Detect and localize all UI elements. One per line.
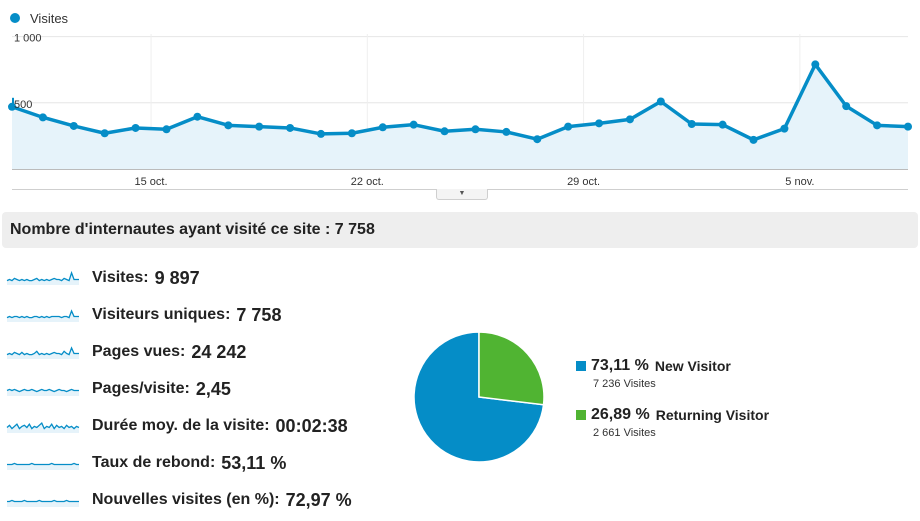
metric-label: Pages vues: xyxy=(92,343,186,360)
legend-percent: 73,11 % xyxy=(591,357,649,374)
summary-bar: Nombre d'internautes ayant visité ce sit… xyxy=(2,212,918,248)
metric-value: 9 897 xyxy=(154,267,200,288)
sparkline xyxy=(7,499,79,507)
data-point[interactable] xyxy=(378,123,387,132)
metric-value: 53,11 % xyxy=(221,452,287,473)
data-point[interactable] xyxy=(286,123,295,132)
chart-legend[interactable]: Visites xyxy=(10,8,68,28)
data-point[interactable] xyxy=(100,129,109,138)
y-tick-marker xyxy=(12,97,14,108)
sparkline xyxy=(6,270,79,285)
data-point[interactable] xyxy=(533,135,542,144)
sparkline xyxy=(6,309,79,322)
metric-value: 24 242 xyxy=(191,341,247,362)
data-point[interactable] xyxy=(687,119,696,128)
sparkline-line xyxy=(7,499,79,503)
metric-value: 72,97 % xyxy=(285,489,352,510)
legend-label: Visites xyxy=(30,10,69,26)
legend-swatch xyxy=(576,410,586,420)
legend-dot xyxy=(10,13,20,23)
x-tick-label: 15 oct. xyxy=(135,176,168,188)
data-point[interactable] xyxy=(440,127,449,136)
legend-percent: 26,89 % xyxy=(591,406,650,423)
metric-row[interactable]: Taux de rebond: 53,11 % xyxy=(6,448,286,478)
pie-slice-returning-visitor[interactable] xyxy=(478,331,545,406)
metric-value: 7 758 xyxy=(236,304,282,325)
data-point[interactable] xyxy=(193,112,202,121)
metric-row[interactable]: Nouvelles visites (en %): 72,97 % xyxy=(6,485,352,515)
x-tick-label: 29 oct. xyxy=(567,176,600,188)
x-tick-label: 5 nov. xyxy=(785,176,814,188)
metric-label: Pages/visite: xyxy=(92,380,190,397)
data-point[interactable] xyxy=(904,122,912,131)
data-point[interactable] xyxy=(718,120,727,129)
pie-legend-item[interactable]: 26,89 % Returning Visitor 2 661 Visites xyxy=(576,406,769,439)
data-point[interactable] xyxy=(131,123,140,132)
data-point[interactable] xyxy=(347,129,356,138)
data-point[interactable] xyxy=(564,122,573,131)
metric-row[interactable]: Durée moy. de la visite: 00:02:38 xyxy=(6,411,348,441)
visits-line-chart[interactable]: 1 000 500 15 oct. 22 oct. 29 oct. 5 nov. xyxy=(0,30,920,190)
sparkline-line xyxy=(6,388,79,393)
summary-label: Nombre d'internautes ayant visité ce sit… xyxy=(10,221,375,238)
sparkline-line xyxy=(6,309,79,319)
sparkline-line xyxy=(6,422,80,430)
data-point[interactable] xyxy=(780,124,789,133)
metric-label: Taux de rebond: xyxy=(92,454,216,471)
pie-legend-item[interactable]: 73,11 % New Visitor 7 236 Visites xyxy=(576,357,731,390)
legend-name: New Visitor xyxy=(654,358,731,374)
chart-collapse-handle[interactable]: ▼ xyxy=(436,189,488,200)
metric-label: Visiteurs uniques: xyxy=(92,306,231,323)
visits-area-fill xyxy=(12,64,908,169)
sparkline-line xyxy=(6,270,79,282)
data-point[interactable] xyxy=(38,113,47,122)
data-point[interactable] xyxy=(471,125,480,134)
data-point[interactable] xyxy=(842,102,851,111)
sparkline xyxy=(6,422,80,433)
data-point[interactable] xyxy=(316,129,325,138)
sparkline xyxy=(6,388,79,396)
legend-count: 7 236 Visites xyxy=(593,378,656,390)
data-point[interactable] xyxy=(873,121,882,130)
visits-series-line xyxy=(11,62,909,142)
sparkline-line xyxy=(7,462,79,466)
data-point[interactable] xyxy=(811,60,820,69)
sparkline-line xyxy=(6,346,79,356)
legend-name: Returning Visitor xyxy=(655,407,770,423)
data-point[interactable] xyxy=(224,121,233,130)
data-point[interactable] xyxy=(502,127,511,136)
metric-value: 00:02:38 xyxy=(275,415,348,436)
data-point[interactable] xyxy=(69,121,78,130)
data-point[interactable] xyxy=(656,97,665,106)
sparkline-fill xyxy=(7,423,79,433)
y-tick-label: 500 xyxy=(14,99,32,111)
data-point[interactable] xyxy=(595,119,604,128)
data-point[interactable] xyxy=(255,122,264,131)
legend-count: 2 661 Visites xyxy=(593,427,656,439)
chevron-down-icon: ▼ xyxy=(458,190,466,197)
data-point[interactable] xyxy=(409,120,418,129)
metric-row[interactable]: Visiteurs uniques: 7 758 xyxy=(6,300,281,330)
metric-row[interactable]: Visites: 9 897 xyxy=(6,263,200,293)
x-tick-label: 22 oct. xyxy=(351,176,384,188)
sparkline-fill xyxy=(7,389,79,396)
data-point[interactable] xyxy=(625,115,634,124)
y-tick-label: 1 000 xyxy=(14,33,42,45)
visitor-type-pie-chart[interactable] xyxy=(411,329,547,465)
metric-value: 2,45 xyxy=(195,378,231,399)
sparkline-fill xyxy=(7,311,79,322)
sparkline-fill xyxy=(7,272,79,285)
sparkline xyxy=(7,462,79,470)
data-point[interactable] xyxy=(749,135,758,144)
metric-row[interactable]: Pages vues: 24 242 xyxy=(6,337,246,367)
legend-swatch xyxy=(576,361,586,371)
metric-label: Nouvelles visites (en %): xyxy=(92,491,280,508)
sparkline xyxy=(6,346,79,359)
sparkline-fill xyxy=(7,348,79,359)
metric-label: Durée moy. de la visite: xyxy=(92,417,270,434)
metric-row[interactable]: Pages/visite: 2,45 xyxy=(6,374,231,404)
data-point[interactable] xyxy=(162,125,171,134)
metric-label: Visites: xyxy=(92,269,149,286)
